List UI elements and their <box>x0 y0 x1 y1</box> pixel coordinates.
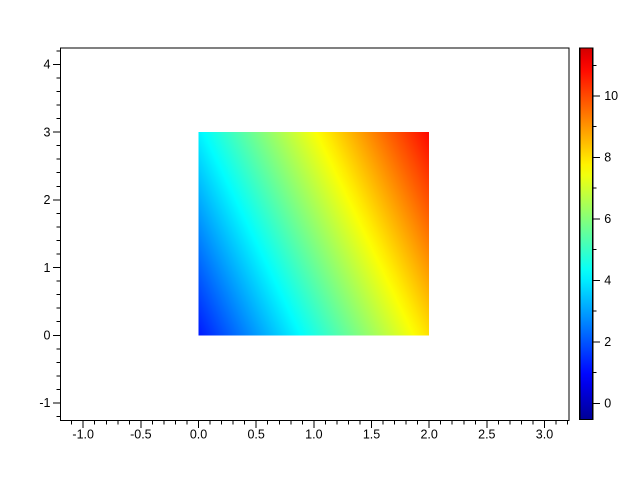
svg-text:0: 0 <box>44 328 51 342</box>
svg-text:6: 6 <box>604 212 611 226</box>
svg-text:2.5: 2.5 <box>478 427 495 441</box>
svg-text:10: 10 <box>604 89 618 103</box>
svg-text:1.0: 1.0 <box>305 427 322 441</box>
svg-text:2: 2 <box>604 335 611 349</box>
svg-text:0: 0 <box>604 397 611 411</box>
svg-text:0.5: 0.5 <box>247 427 264 441</box>
svg-text:-0.5: -0.5 <box>130 427 152 441</box>
svg-text:8: 8 <box>604 151 611 165</box>
svg-text:-1.0: -1.0 <box>72 427 94 441</box>
svg-text:3: 3 <box>44 125 51 139</box>
svg-text:1: 1 <box>44 261 51 275</box>
svg-text:3.0: 3.0 <box>536 427 553 441</box>
svg-text:1.5: 1.5 <box>363 427 380 441</box>
svg-text:4: 4 <box>44 58 51 72</box>
svg-text:2: 2 <box>44 193 51 207</box>
svg-text:-1: -1 <box>39 396 50 410</box>
svg-text:2.0: 2.0 <box>420 427 437 441</box>
svg-text:0.0: 0.0 <box>190 427 207 441</box>
svg-text:4: 4 <box>604 274 611 288</box>
